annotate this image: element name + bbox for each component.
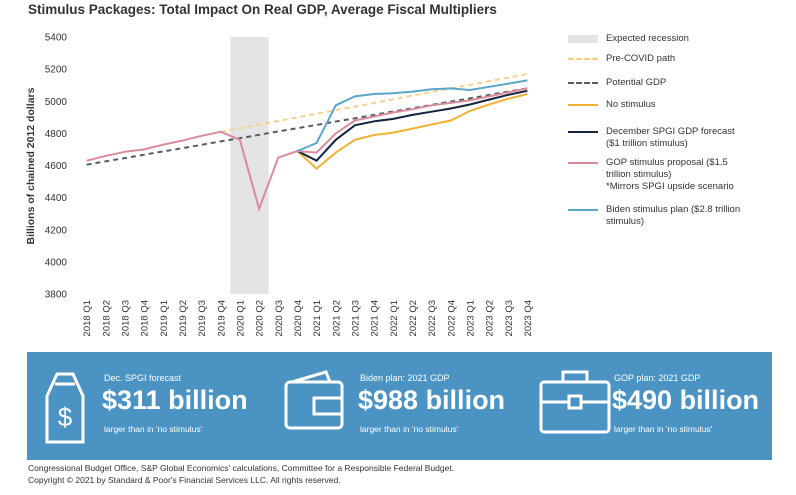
- legend-text: Biden stimulus plan ($2.8 trillion stimu…: [606, 204, 746, 228]
- legend-label: Biden stimulus plan ($2.8 trillion stimu…: [606, 204, 741, 227]
- copyright: Copyright © 2021 by Standard & Poor's Fi…: [28, 475, 341, 485]
- highlight-value: $988 billion: [358, 385, 506, 415]
- briefcase-icon: [539, 370, 611, 434]
- series-line: [296, 89, 528, 162]
- x-tick-label: 2020 Q4: [293, 300, 304, 336]
- x-tick-label: 2020 Q2: [255, 300, 266, 336]
- legend-label: Pre-COVID path: [606, 53, 676, 64]
- y-tick-label: 4600: [45, 161, 68, 172]
- x-tick-label: 2020 Q1: [235, 300, 246, 336]
- x-tick-label: 2019 Q4: [216, 300, 227, 336]
- source: Congressional Budget Office, S&P Global …: [28, 463, 455, 473]
- legend-item: Expected recession: [568, 33, 746, 45]
- x-tick-label: 2019 Q1: [159, 300, 170, 336]
- legend-note: *Mirrors SPGI upside scenario: [606, 181, 734, 192]
- highlight-note: larger than in 'no stimulus': [614, 424, 713, 434]
- x-tick-label: 2021 Q4: [370, 300, 381, 336]
- wallet-icon: [284, 370, 344, 430]
- legend-item: December SPGI GDP forecast ($1 trillion …: [568, 126, 746, 150]
- highlight-label: GOP plan: 2021 GDP: [614, 373, 701, 383]
- legend-item: GOP stimulus proposal ($1.5 trillion sti…: [568, 157, 746, 193]
- x-tick-label: 2023 Q3: [504, 300, 515, 336]
- x-tick-label: 2022 Q3: [427, 300, 438, 336]
- x-tick-label: 2018 Q3: [120, 300, 131, 336]
- legend-label: GOP stimulus proposal ($1.5 trillion sti…: [606, 157, 728, 180]
- x-tick-label: 2023 Q2: [485, 300, 496, 336]
- legend-label: Expected recession: [606, 33, 689, 44]
- x-tick-label: 2019 Q2: [178, 300, 189, 336]
- series-line: [220, 72, 528, 133]
- highlight-value: $490 billion: [612, 385, 760, 415]
- series-line: [86, 87, 528, 166]
- highlight-note: larger than in 'no stimulus': [360, 424, 459, 434]
- highlight-label: Biden plan: 2021 GDP: [360, 373, 450, 383]
- x-tick-label: 2022 Q1: [389, 300, 400, 336]
- x-tick-label: 2019 Q3: [197, 300, 208, 336]
- legend-swatch: [568, 35, 598, 43]
- legend-swatch: [568, 104, 598, 106]
- legend-swatch: [568, 162, 598, 164]
- x-tick-label: 2023 Q1: [465, 300, 476, 336]
- series-line: [86, 87, 528, 213]
- legend-swatch: [568, 82, 598, 84]
- legend-item: Potential GDP: [568, 77, 746, 89]
- x-tick-label: 2022 Q2: [408, 300, 419, 336]
- x-tick-label: 2021 Q3: [350, 300, 361, 336]
- legend-text: Expected recession: [606, 33, 746, 45]
- legend-label: Potential GDP: [606, 77, 667, 88]
- series-line: [296, 93, 528, 171]
- legend-text: GOP stimulus proposal ($1.5 trillion sti…: [606, 157, 746, 193]
- legend-label: No stimulus: [606, 99, 656, 110]
- legend-swatch: [568, 58, 598, 60]
- legend-item: No stimulus: [568, 99, 746, 111]
- legend-text: Pre-COVID path: [606, 53, 746, 65]
- recession-band: [230, 37, 269, 294]
- x-tick-label: 2020 Q3: [274, 300, 285, 336]
- highlight-panel: $ Dec. SPGI forecast $311 billion larger…: [27, 352, 772, 460]
- money-bag-icon: $: [45, 372, 85, 444]
- highlight-note: larger than in 'no stimulus': [104, 424, 203, 434]
- x-tick-label: 2018 Q1: [82, 300, 93, 336]
- legend-item: Pre-COVID path: [568, 53, 746, 65]
- legend-swatch: [568, 209, 598, 211]
- y-tick-label: 4800: [45, 129, 68, 140]
- x-tick-label: 2021 Q1: [312, 300, 323, 336]
- y-tick-label: 5400: [45, 33, 68, 44]
- legend-text: Potential GDP: [606, 77, 746, 89]
- y-tick-label: 4200: [45, 225, 68, 236]
- y-tick-label: 4400: [45, 193, 68, 204]
- legend-text: No stimulus: [606, 99, 746, 111]
- highlight-value: $311 billion: [102, 385, 248, 415]
- x-tick-label: 2018 Q2: [101, 300, 112, 336]
- legend-item: Biden stimulus plan ($2.8 trillion stimu…: [568, 204, 746, 228]
- y-tick-label: 3800: [45, 290, 68, 301]
- legend-text: December SPGI GDP forecast ($1 trillion …: [606, 126, 746, 150]
- x-tick-label: 2021 Q2: [331, 300, 342, 336]
- legend-label: December SPGI GDP forecast ($1 trillion …: [606, 126, 735, 149]
- chart-title: Stimulus Packages: Total Impact On Real …: [28, 2, 497, 17]
- series-line: [297, 79, 528, 152]
- svg-text:$: $: [58, 402, 73, 432]
- x-tick-label: 2022 Q4: [446, 300, 457, 336]
- y-tick-label: 5000: [45, 97, 68, 108]
- y-tick-label: 5200: [45, 65, 68, 76]
- legend-swatch: [568, 131, 598, 133]
- chart: Billions of chained 2012 dollars 3800 400…: [25, 33, 534, 337]
- x-tick-label: 2023 Q4: [523, 300, 534, 336]
- y-tick-label: 4000: [45, 257, 68, 268]
- y-axis-label: Billions of chained 2012 dollars: [25, 87, 37, 244]
- x-tick-label: 2018 Q4: [140, 300, 151, 336]
- highlight-label: Dec. SPGI forecast: [104, 373, 182, 383]
